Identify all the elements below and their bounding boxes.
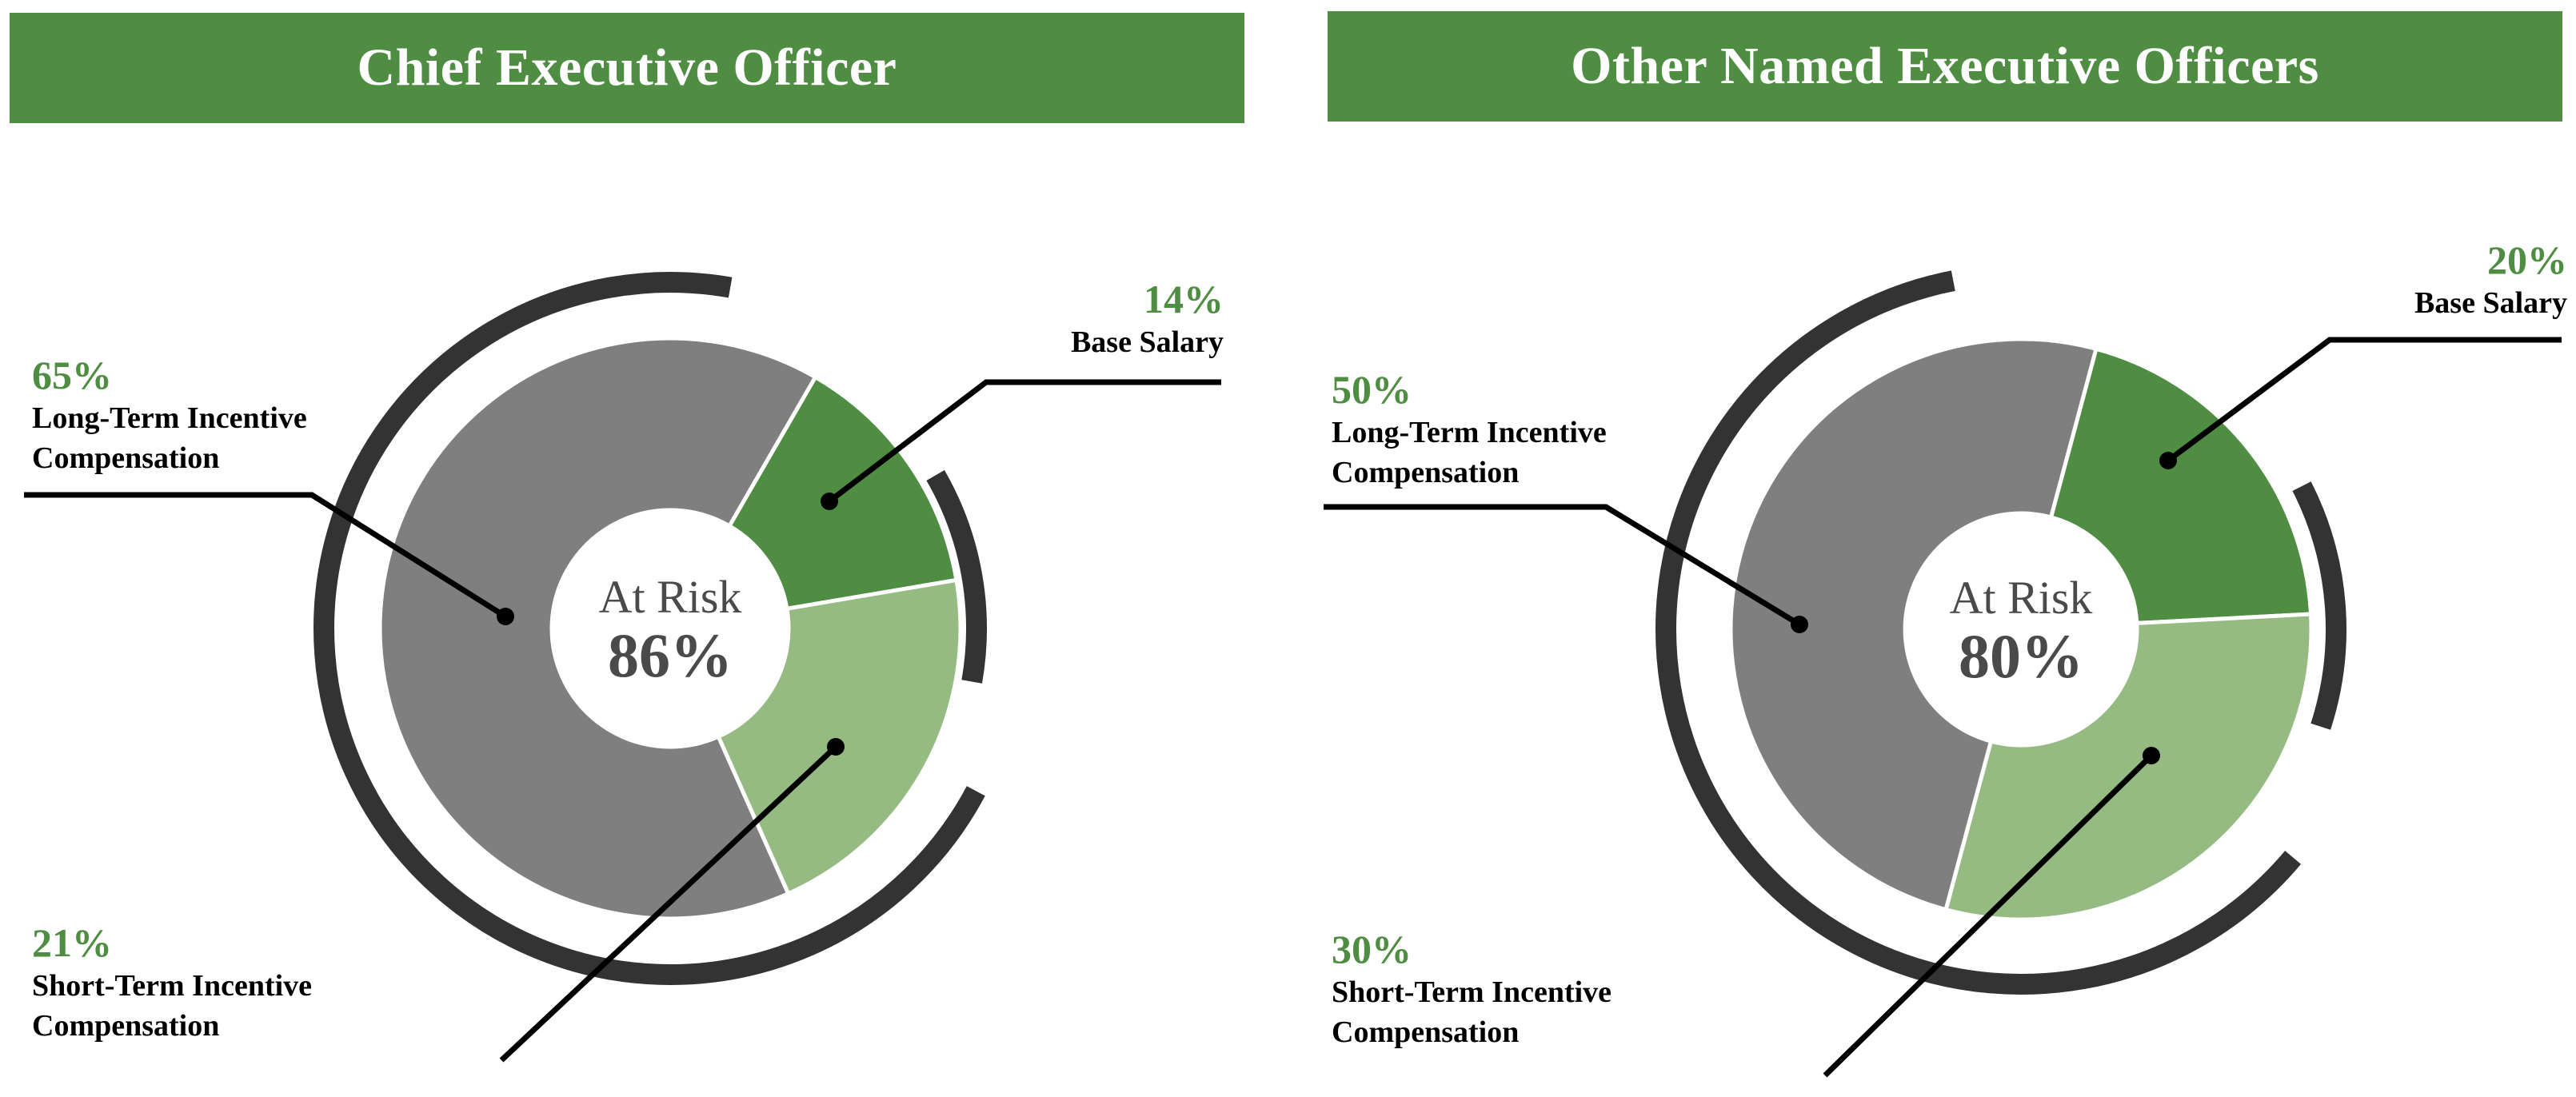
ceo-title: Chief Executive Officer <box>357 38 897 97</box>
at-risk-inner-arc <box>2292 481 2346 730</box>
ceo-stic-line1: Short-Term Incentive <box>32 969 313 1003</box>
at-risk-value: 80% <box>1959 621 2083 691</box>
ceo-ltic-label: 65% Long-Term Incentive Compensation <box>32 352 307 478</box>
leader-line <box>1324 504 1801 627</box>
neo-stic-label: 30% Short-Term Incentive Compensation <box>1332 926 1611 1052</box>
at-risk-label: At Risk <box>599 571 742 623</box>
neo-stic-line2: Compensation <box>1332 1015 1520 1049</box>
neo-stic-pct: 30% <box>1332 927 1412 971</box>
neo-ltic-pct: 50% <box>1332 367 1412 412</box>
ceo-stic-pct: 21% <box>32 920 112 965</box>
leader-dot-icon <box>2159 452 2177 469</box>
neo-base-line1: Base Salary <box>2414 286 2567 320</box>
ceo-stic-line2: Compensation <box>32 1009 220 1043</box>
leader-line <box>2166 337 2562 463</box>
ceo-stic-label: 21% Short-Term Incentive Compensation <box>32 919 312 1046</box>
neo-ltic-line2: Compensation <box>1332 456 1520 489</box>
ceo-title-banner: Chief Executive Officer <box>10 13 1244 123</box>
center-circle <box>552 510 789 747</box>
neo-base-label: 20% Base Salary <box>2223 237 2567 323</box>
leader-line <box>1823 753 2154 1078</box>
leader-line <box>499 744 838 1063</box>
leader-line <box>24 492 507 619</box>
ceo-ltic-line2: Compensation <box>32 441 220 475</box>
neo-stic-line1: Short-Term Incentive <box>1332 975 1612 1009</box>
neo-title-banner: Other Named Executive Officers <box>1328 11 2562 122</box>
leader-dot-icon <box>2143 747 2160 764</box>
leader-line <box>827 379 1221 504</box>
ceo-base-pct: 14% <box>1144 277 1224 321</box>
neo-ltic-label: 50% Long-Term Incentive Compensation <box>1332 366 1607 493</box>
ceo-ltic-pct: 65% <box>32 353 112 397</box>
center-circle <box>1905 513 2137 745</box>
ceo-base-line1: Base Salary <box>1070 325 1224 359</box>
at-risk-value: 86% <box>608 620 733 690</box>
at-risk-inner-arc <box>926 470 987 684</box>
neo-base-pct: 20% <box>2487 237 2567 282</box>
leader-dot-icon <box>1791 616 1808 633</box>
leader-dot-icon <box>497 608 514 625</box>
at-risk-outer-arc <box>1655 270 2302 995</box>
leader-dot-icon <box>827 738 845 756</box>
ceo-ltic-line1: Long-Term Incentive <box>32 401 307 435</box>
at-risk-outer-arc <box>314 272 985 985</box>
ceo-base-label: 14% Base Salary <box>880 276 1224 362</box>
neo-title: Other Named Executive Officers <box>1571 37 2319 95</box>
neo-ltic-line1: Long-Term Incentive <box>1332 416 1607 449</box>
at-risk-label: At Risk <box>1950 572 2093 624</box>
leader-dot-icon <box>821 493 838 510</box>
